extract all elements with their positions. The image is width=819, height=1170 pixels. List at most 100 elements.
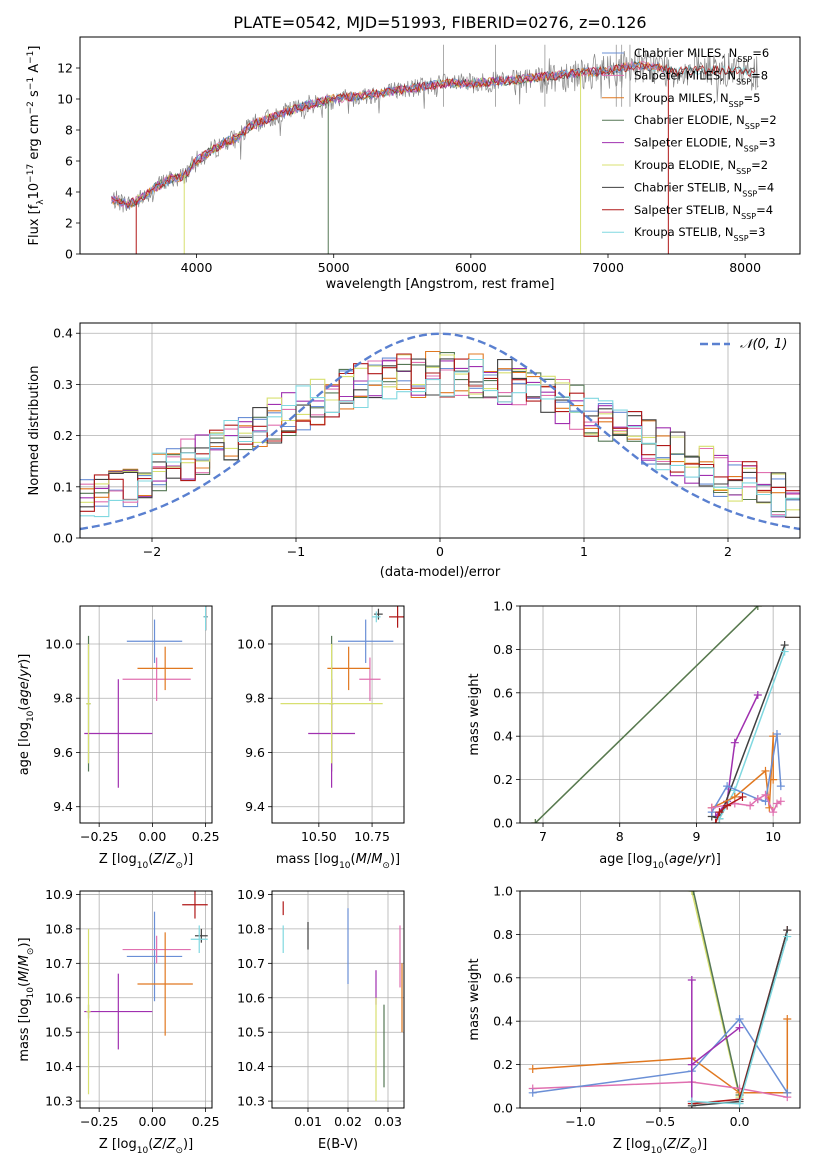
label-part: ( <box>148 1137 153 1152</box>
y-tick-label: 10.9 <box>237 887 265 902</box>
mass-weight-marker <box>769 775 778 784</box>
label-part: ⊙ <box>382 861 390 871</box>
label-part: λ <box>36 199 46 205</box>
axes-frame <box>79 36 801 255</box>
plot-area <box>282 901 403 1102</box>
y-tick-label: 0.2 <box>493 772 513 787</box>
legend-label: Salpeter MILES, N <box>634 68 736 82</box>
model-spectrum-line <box>111 69 581 209</box>
legend-entry: Chabrier MILES, NSSP=6 <box>634 46 769 64</box>
mass-weight-marker <box>689 891 698 895</box>
x-tick-label: −0.5 <box>645 1114 675 1129</box>
label-part: / <box>162 1137 167 1152</box>
label-part: / <box>17 966 32 971</box>
legend-sub: SSP <box>745 122 760 131</box>
label-part: / <box>693 852 698 867</box>
label-part: Z [log <box>99 852 137 867</box>
x-axis-label: Z [log10(Z/Z⊙)] <box>613 1137 707 1156</box>
y-axis-label: Normed distribution <box>27 366 42 496</box>
legend-entry: Kroupa STELIB, NSSP=3 <box>634 225 765 243</box>
y-tick-label: 4 <box>65 185 73 200</box>
label-part: Z <box>166 852 177 867</box>
legend-sub: SSP <box>734 234 749 243</box>
model-spectrum-line <box>111 60 665 209</box>
label-part: )] <box>390 852 400 867</box>
mass-weight-line <box>715 694 759 817</box>
mass-vs-extinction-panel: 0.01 0.02 0.03 10.3 10.4 10.5 10.6 10.7 10.8 10.9… <box>237 887 405 1152</box>
label-part: yr <box>17 662 32 678</box>
label-part: ⊙ <box>175 1146 183 1156</box>
spectrum-panel: 4000 5000 6000 7000 8000 0 2 4 6 8 10 12 wavelength … <box>26 36 801 292</box>
legend-sub: SSP <box>742 189 757 198</box>
y-axis-label: Flux [fλ10−17 erg cm−2 s−1 A−1] <box>26 46 46 246</box>
mass-weight-marker <box>735 1023 744 1032</box>
label-part: Z <box>152 1137 163 1152</box>
mass-weight-marker <box>780 647 789 656</box>
y-tick-label: 0.4 <box>493 729 513 744</box>
label-part: 10 <box>651 1146 663 1156</box>
label-part: mass [log <box>17 998 32 1061</box>
y-tick-label: 0.2 <box>493 1057 513 1072</box>
model-spectrum-line <box>111 69 581 209</box>
y-tick-label: 9.4 <box>53 799 73 814</box>
label-part: )] <box>183 1137 193 1152</box>
mass-weight-marker <box>761 766 770 775</box>
mass-weight-marker <box>687 1097 696 1106</box>
legend-eq: =3 <box>749 225 766 239</box>
label-part: / <box>676 1137 681 1152</box>
label-part: Z [log <box>613 1137 651 1152</box>
label-part: −1 <box>26 51 36 64</box>
y-tick-label: 10.6 <box>45 990 73 1005</box>
mass-weight-marker <box>730 738 739 747</box>
x-tick-label: 0.25 <box>192 829 220 844</box>
x-tick-label: −0.25 <box>80 1114 118 1129</box>
mass-weight-marker <box>707 803 716 812</box>
x-tick-label: 8 <box>616 829 624 844</box>
figure-title: PLATE=0542, MJD=51993, FIBERID=0276, z=0… <box>233 13 646 32</box>
mass-weight-marker <box>772 799 781 808</box>
legend-eq: =5 <box>744 91 761 105</box>
y-axis-label: age [log10(age/yr)] <box>17 654 36 776</box>
mass-weight-marker <box>735 1099 744 1108</box>
x-tick-label: 5000 <box>318 260 350 275</box>
mass-weight-vs-metallicity-panel: −1.0 −0.5 0.00.00.20.40.60.81.0Z [log10(Z/… <box>467 884 801 1156</box>
label-part: age <box>17 681 32 705</box>
plot-area <box>528 891 792 1108</box>
x-axis-label: Z [log10(Z/Z⊙)] <box>99 1137 193 1156</box>
plot-area <box>84 606 208 788</box>
y-tick-label: 0.0 <box>493 1101 513 1116</box>
y-tick-label: 9.6 <box>53 745 73 760</box>
y-tick-label: 10.6 <box>237 990 265 1005</box>
mass-weight-marker <box>738 792 747 801</box>
y-tick-label: 10.8 <box>237 921 265 936</box>
x-axis-label: mass [log10(M/M⊙)] <box>276 852 400 871</box>
x-tick-label: 8000 <box>729 260 761 275</box>
age-vs-metallicity-panel: −0.25 0.00 0.259.49.69.810.0Z [log10(Z/Z⊙)… <box>17 605 220 871</box>
mass-weight-line <box>711 733 782 813</box>
mass-weight-marker <box>753 690 762 699</box>
plot-area <box>84 891 208 1095</box>
y-tick-label: 0.4 <box>493 1014 513 1029</box>
y-tick-label: 8 <box>65 123 73 138</box>
mass-weight-marker <box>772 730 781 739</box>
mass-weight-marker <box>746 801 755 810</box>
plot-area <box>80 332 800 531</box>
x-tick-label: 0.00 <box>138 1114 166 1129</box>
x-tick-label: 0.01 <box>294 1114 322 1129</box>
x-tick-label: 0 <box>436 544 444 559</box>
mass-weight-line <box>534 606 759 823</box>
mass-weight-marker <box>723 801 732 810</box>
x-tick-label: 7000 <box>592 260 624 275</box>
axes-frame <box>519 605 801 824</box>
y-tick-label: 10.3 <box>237 1094 265 1109</box>
y-tick-label: 10.7 <box>45 956 73 971</box>
label-part: ( <box>148 852 153 867</box>
x-tick-label: 0.25 <box>192 1114 220 1129</box>
label-part: / <box>17 676 32 681</box>
label-part: Flux [f <box>27 204 42 245</box>
model-spectrum-line <box>111 69 581 206</box>
legend-eq: =6 <box>752 46 769 60</box>
mass-weight-line <box>691 980 740 1102</box>
